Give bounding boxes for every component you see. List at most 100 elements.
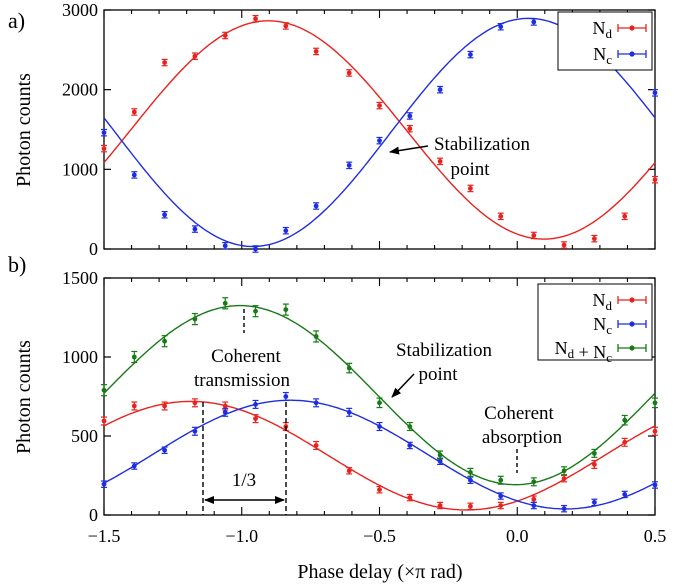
data-point	[222, 407, 229, 417]
data-point	[406, 441, 413, 450]
data-point	[161, 401, 168, 411]
point-marker	[622, 417, 628, 423]
data-point	[497, 212, 504, 221]
x-tick-label: 0.0	[506, 526, 529, 546]
data-point	[406, 493, 413, 502]
point-marker	[346, 468, 352, 474]
data-point	[497, 492, 504, 500]
point-marker	[561, 242, 567, 248]
data-point	[652, 426, 658, 436]
panel-b-stabilization-label-line2: point	[418, 364, 458, 385]
point-marker	[407, 443, 413, 448]
point-marker	[531, 19, 537, 25]
series-nc	[101, 391, 658, 513]
point-marker	[407, 126, 413, 132]
point-marker	[377, 487, 382, 493]
data-point	[313, 440, 320, 451]
point-marker	[591, 499, 597, 505]
data-point	[467, 184, 474, 193]
point-marker	[498, 24, 504, 30]
data-point	[313, 202, 320, 210]
point-marker	[283, 228, 289, 234]
point-marker	[377, 138, 382, 144]
y-tick-label: 500	[71, 426, 98, 446]
point-marker	[131, 354, 137, 360]
data-point	[530, 495, 537, 503]
legend-label: Nc	[593, 314, 612, 337]
panel-a-ylabel: Photon counts	[13, 73, 35, 187]
point-marker	[162, 338, 168, 344]
data-point	[222, 31, 229, 40]
fit-curve-nd	[103, 400, 656, 511]
legend-marker	[629, 51, 635, 57]
data-point	[376, 136, 383, 145]
data-point	[346, 407, 353, 417]
point-marker	[162, 447, 168, 453]
point-marker	[131, 463, 137, 469]
point-marker	[131, 109, 137, 115]
panel-a-stabilization-label-line2: point	[450, 159, 490, 180]
x-tick-label: −0.5	[363, 526, 396, 546]
data-point	[191, 312, 198, 326]
point-marker	[222, 403, 228, 409]
data-point	[497, 22, 504, 31]
data-point	[191, 225, 198, 233]
point-marker	[622, 213, 628, 219]
point-marker	[313, 49, 319, 54]
legend-label: Nd	[593, 18, 613, 41]
point-marker	[192, 53, 198, 59]
data-point	[437, 457, 444, 466]
data-point	[437, 85, 444, 94]
data-point	[131, 401, 138, 411]
point-marker	[192, 428, 198, 434]
point-marker	[283, 394, 289, 399]
panel-a-legend-box	[557, 11, 653, 71]
point-marker	[531, 503, 537, 508]
coherent-transmission-label-line1: Coherent	[211, 346, 281, 367]
point-marker	[531, 233, 537, 238]
point-marker	[591, 236, 597, 242]
point-marker	[346, 162, 352, 168]
data-point	[222, 297, 229, 310]
point-marker	[283, 23, 289, 29]
data-point	[346, 161, 353, 170]
data-point	[161, 210, 168, 219]
panel-a-stabilization-arrow	[389, 145, 429, 155]
legend-marker	[629, 321, 635, 327]
data-point	[437, 157, 444, 166]
point-marker	[192, 316, 198, 322]
point-marker	[222, 33, 228, 38]
point-marker	[162, 403, 168, 409]
point-marker	[437, 158, 443, 164]
point-marker	[591, 462, 597, 467]
point-marker	[101, 387, 107, 393]
legend-marker	[629, 25, 635, 31]
x-tick-label: 0.5	[644, 526, 667, 546]
data-point	[252, 245, 259, 253]
point-marker	[377, 103, 382, 108]
point-marker	[222, 243, 228, 249]
legend-marker	[629, 345, 635, 351]
point-marker	[561, 476, 567, 482]
data-point	[406, 421, 413, 432]
data-point	[101, 416, 107, 426]
data-point	[376, 397, 383, 409]
point-marker	[101, 130, 107, 136]
data-point	[101, 384, 107, 397]
data-point	[346, 69, 353, 77]
point-marker	[622, 439, 628, 445]
data-point	[101, 480, 107, 488]
point-marker	[498, 503, 504, 508]
data-point	[252, 14, 259, 23]
point-marker	[468, 477, 473, 483]
point-marker	[437, 452, 443, 458]
data-point	[467, 502, 474, 511]
data-point	[621, 490, 628, 499]
data-point	[497, 501, 504, 510]
data-point	[282, 303, 289, 316]
point-marker	[468, 469, 473, 475]
data-point	[376, 421, 383, 432]
data-point	[530, 477, 537, 487]
